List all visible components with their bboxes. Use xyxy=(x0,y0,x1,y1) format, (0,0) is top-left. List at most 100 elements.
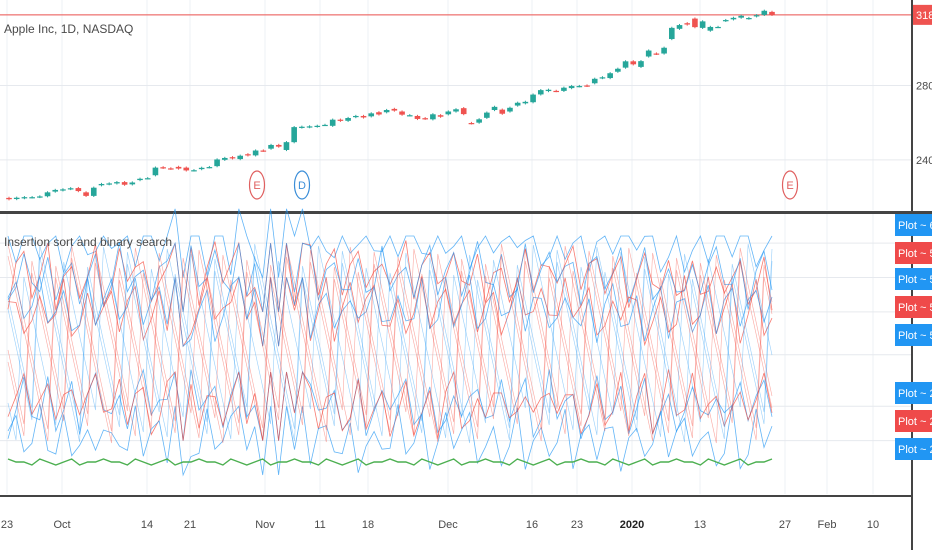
candle xyxy=(368,113,375,117)
indicator-line xyxy=(7,275,773,348)
time-tick-label: 23 xyxy=(1,519,13,531)
candle xyxy=(98,183,105,186)
candle xyxy=(537,90,544,95)
candle xyxy=(715,26,721,29)
price-tick-label: 240 xyxy=(916,155,932,167)
candle xyxy=(175,166,182,169)
candle xyxy=(121,182,128,185)
pane-separator[interactable] xyxy=(0,211,932,214)
plot-label: Plot ~ 28 xyxy=(898,416,932,428)
indicator-line xyxy=(7,240,773,313)
indicator-line xyxy=(7,369,773,441)
indicator-title: Insertion sort and binary search xyxy=(4,235,172,249)
plot-label-badge xyxy=(895,268,932,290)
candle xyxy=(75,188,82,192)
earnings-marker xyxy=(781,170,799,200)
time-axis-line xyxy=(0,495,912,497)
current-price-badge xyxy=(913,4,932,25)
time-tick-label: 23 xyxy=(571,519,583,531)
candle xyxy=(337,119,344,121)
candle xyxy=(291,127,297,143)
plot-label-badge xyxy=(895,214,932,236)
indicator-lines xyxy=(7,208,773,477)
indicator-line xyxy=(7,243,773,444)
time-tick-label: 10 xyxy=(867,519,879,531)
candle xyxy=(306,126,313,128)
candle xyxy=(484,112,490,118)
indicator-line xyxy=(7,403,773,477)
candle xyxy=(669,27,675,40)
indicator-line xyxy=(7,247,773,444)
candle xyxy=(722,20,729,22)
time-tick-label: 2020 xyxy=(620,519,644,531)
candle xyxy=(738,15,744,18)
candle xyxy=(144,178,151,180)
candle xyxy=(29,197,35,199)
time-tick-label: 14 xyxy=(141,519,153,531)
indicator-line xyxy=(7,274,773,347)
time-tick-label: Dec xyxy=(438,519,458,531)
dividend-marker xyxy=(293,170,311,200)
candle xyxy=(406,115,413,117)
plot-label-badge xyxy=(895,382,932,404)
candle xyxy=(106,183,112,185)
candle xyxy=(638,61,644,67)
candle xyxy=(553,90,560,93)
candle xyxy=(345,118,351,121)
candle xyxy=(491,106,498,111)
candle xyxy=(476,119,482,123)
candle xyxy=(52,189,59,192)
candle xyxy=(275,144,282,147)
candle xyxy=(692,18,698,28)
candle xyxy=(237,155,244,160)
candle xyxy=(699,21,706,28)
candle xyxy=(399,111,405,115)
time-tick-label: 18 xyxy=(362,519,374,531)
plot-label: Plot ~ 66 xyxy=(898,220,932,232)
candle xyxy=(152,167,159,176)
indicator-line xyxy=(7,243,773,444)
candle xyxy=(160,167,166,169)
candle xyxy=(329,119,336,126)
price-axis[interactable]: 280 240 318 xyxy=(913,4,932,167)
candle xyxy=(6,197,12,200)
candle xyxy=(137,178,143,181)
candle xyxy=(530,94,536,103)
candle xyxy=(507,107,513,112)
candle xyxy=(206,167,213,169)
indicator-line xyxy=(7,243,773,444)
candle xyxy=(730,17,737,20)
candle xyxy=(353,115,359,118)
plot-label-badge xyxy=(895,296,932,318)
candle xyxy=(268,144,274,149)
candle xyxy=(376,112,382,115)
time-tick-label: 21 xyxy=(184,519,196,531)
plot-label-badge xyxy=(895,324,932,346)
candle xyxy=(607,73,613,79)
indicator-pane-grid xyxy=(0,214,911,494)
candle xyxy=(191,170,197,172)
time-tick-label: Oct xyxy=(53,519,70,531)
current-price-label: 318 xyxy=(916,10,932,22)
candle xyxy=(360,115,367,118)
candle xyxy=(21,197,28,199)
indicator-line xyxy=(7,243,773,441)
candle xyxy=(60,189,66,191)
time-tick-label: 16 xyxy=(526,519,538,531)
candle xyxy=(653,53,660,55)
candle xyxy=(229,157,236,159)
plot-label-badge xyxy=(895,438,932,460)
main-pane-grid xyxy=(0,0,911,210)
candle xyxy=(622,61,629,68)
candle xyxy=(661,47,667,54)
candle xyxy=(83,192,89,196)
candle xyxy=(591,78,598,84)
candle xyxy=(44,192,51,197)
time-axis[interactable]: 23 Oct 14 21 Nov 11 18 Dec 16 23 2020 13 27 Feb 10 xyxy=(1,519,879,531)
plot-value-labels: Plot ~ 66 Plot ~ 58 Plot ~ 58 Plot ~ 50 Plot… xyxy=(895,214,932,460)
candle xyxy=(684,23,691,25)
plot-label-badge xyxy=(895,410,932,432)
candle xyxy=(414,115,421,119)
candlestick-series[interactable] xyxy=(6,9,775,201)
